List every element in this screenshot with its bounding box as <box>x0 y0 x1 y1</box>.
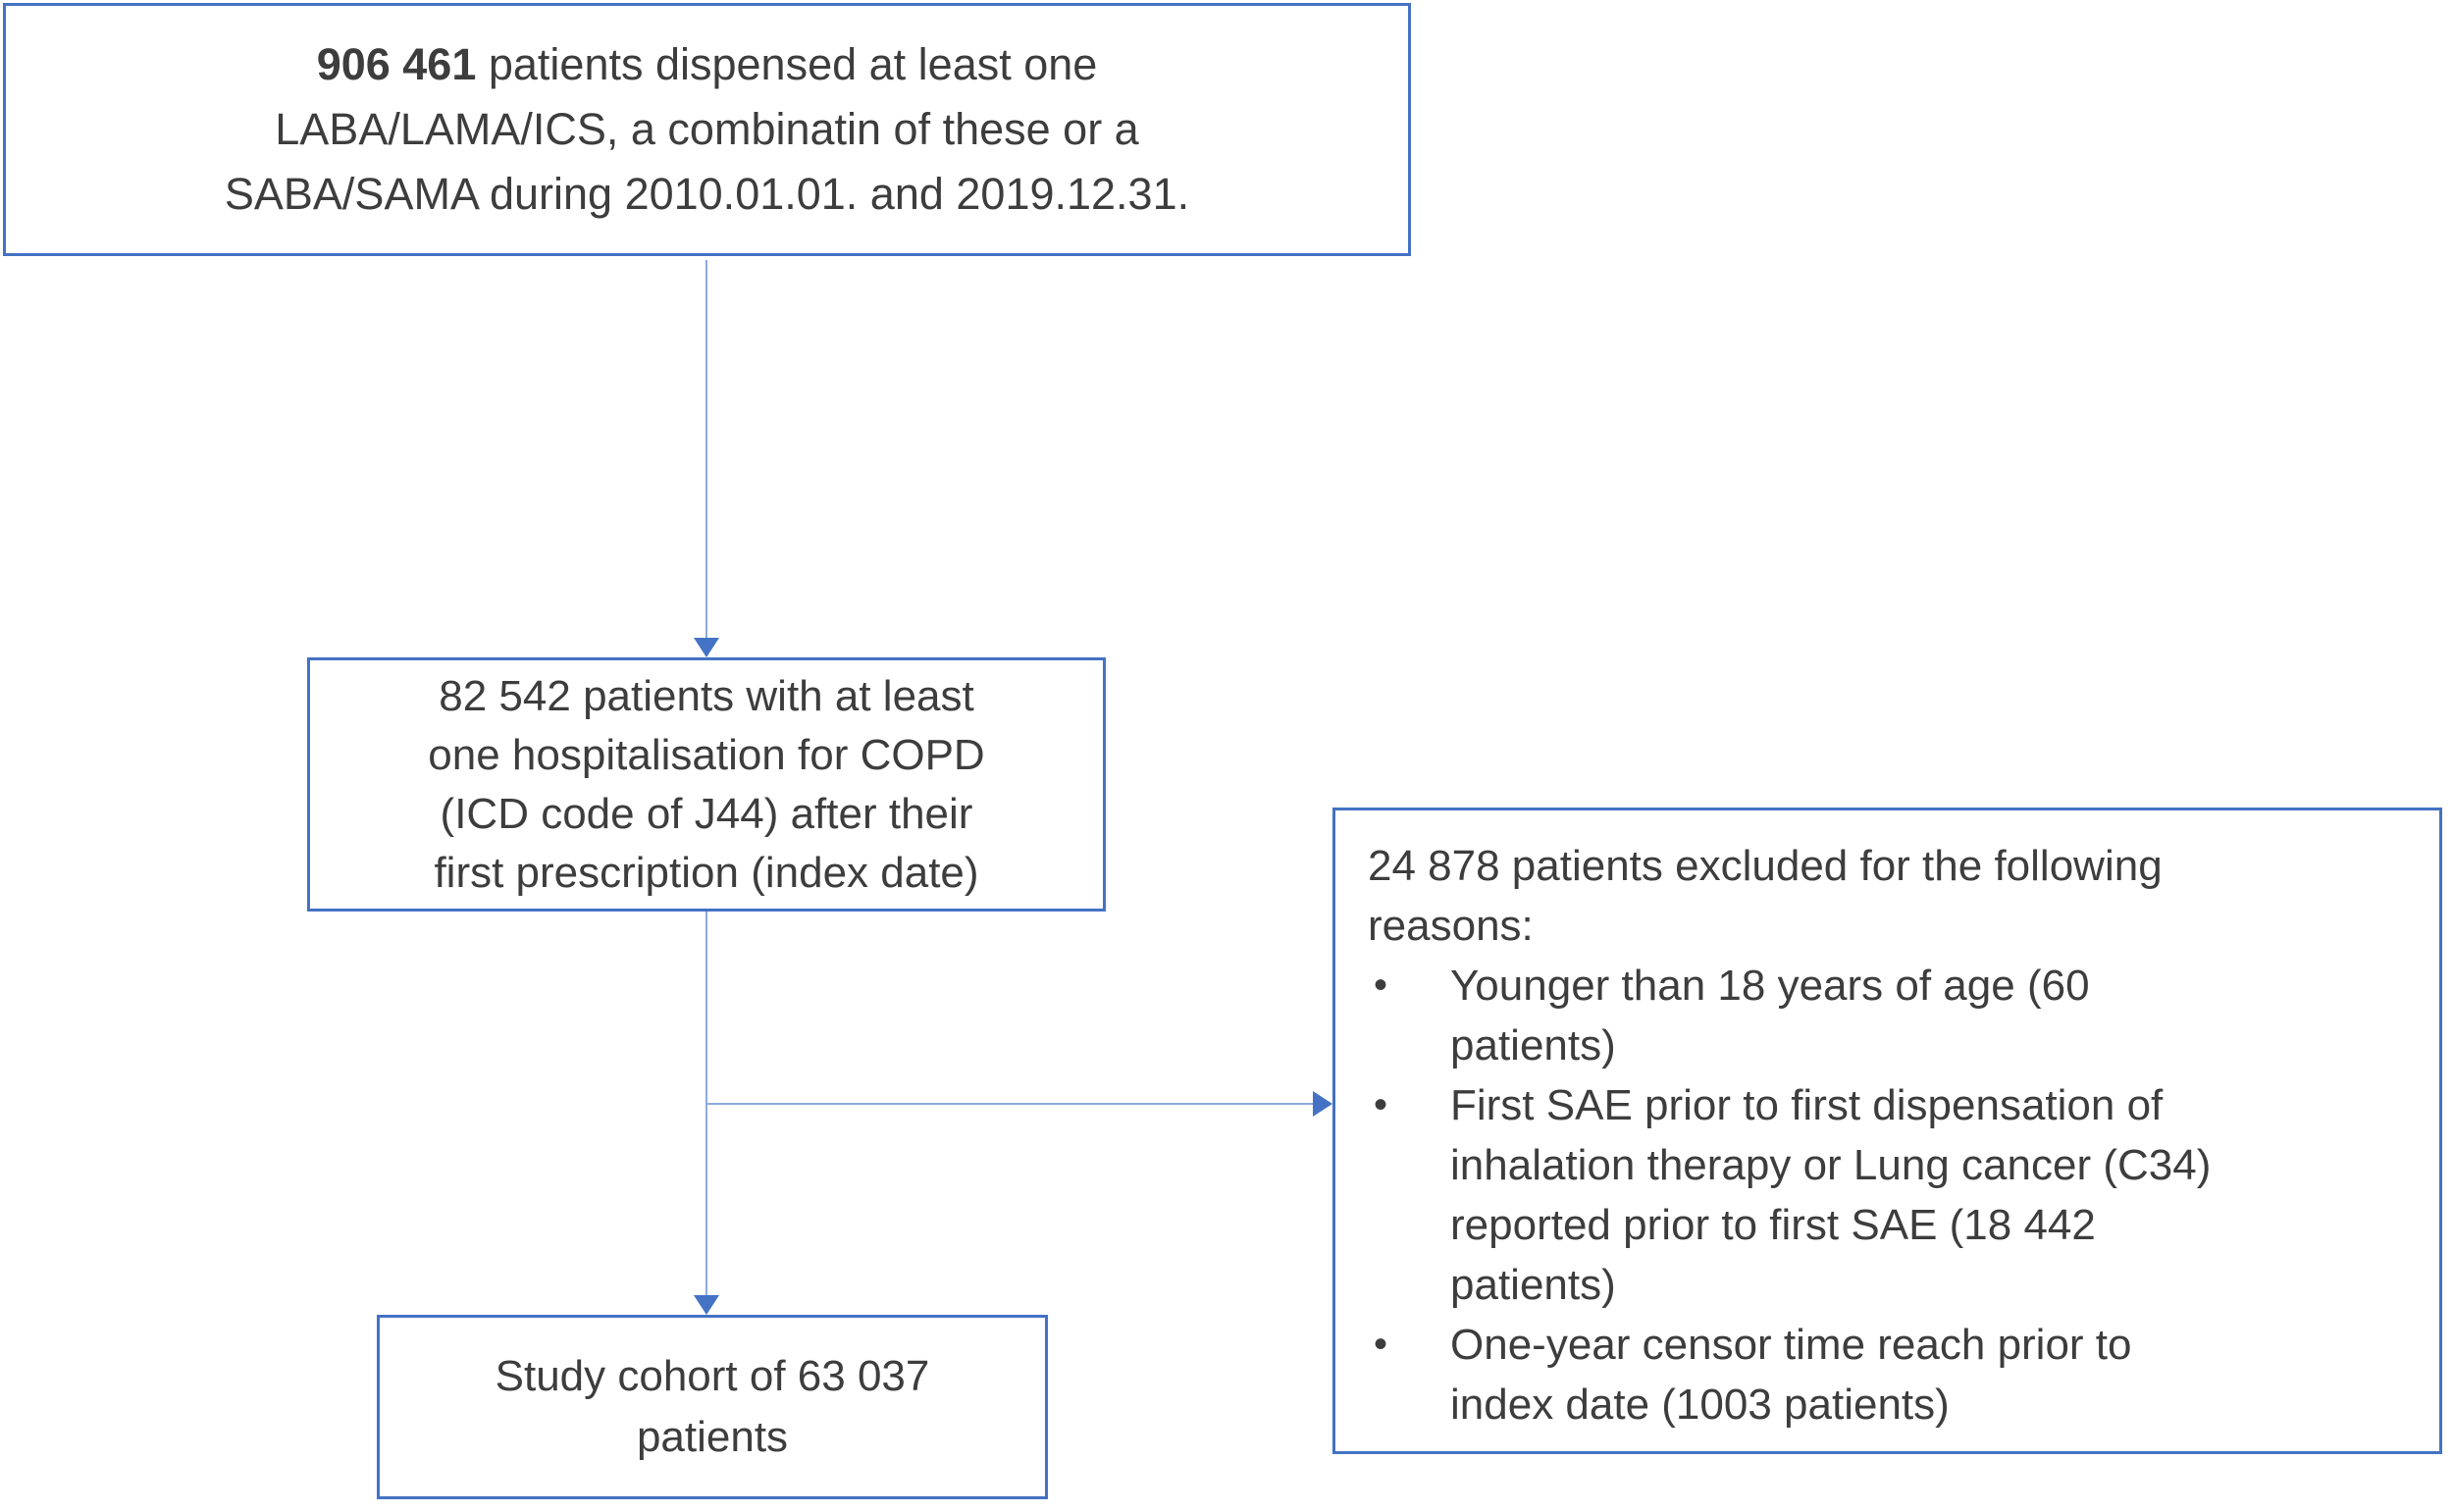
hospitalised-line3: (ICD code of J44) after their <box>440 789 973 838</box>
box-initial-population: 906 461 patients dispensed at least one … <box>3 3 1411 256</box>
initial-population-line1: 906 461 patients dispensed at least one <box>317 32 1098 97</box>
hospitalised-line4: first prescription (index date) <box>434 848 979 897</box>
arrowhead-right-icon <box>1313 1091 1332 1117</box>
cohort-line2: patients <box>636 1413 789 1461</box>
box-hospitalised-patients: 82 542 patients with at least one hospit… <box>307 657 1106 912</box>
excluded-bullet-text: First SAE prior to first dispensation of… <box>1450 1075 2414 1315</box>
excluded-bullet2-line2: inhalation therapy or Lung cancer (C34) <box>1450 1141 2212 1189</box>
excluded-intro-line2: reasons: <box>1368 902 1534 950</box>
initial-population-line1-rest: patients dispensed at least one <box>476 39 1098 89</box>
excluded-bullet2-line3: reported prior to first SAE (18 442 <box>1450 1201 2096 1249</box>
excluded-bullet2-line1: First SAE prior to first dispensation of <box>1450 1081 2164 1129</box>
excluded-bullet3-line1: One-year censor time reach prior to <box>1450 1321 2132 1369</box>
excluded-bullet-text: One-year censor time reach prior to inde… <box>1450 1315 2414 1434</box>
box-excluded-patients: 24 878 patients excluded for the followi… <box>1332 808 2442 1454</box>
excluded-bullet1-line1: Younger than 18 years of age (60 <box>1450 962 2090 1010</box>
excluded-bullet-item: • One-year censor time reach prior to in… <box>1368 1315 2414 1434</box>
excluded-bullet2-line4: patients) <box>1450 1261 1616 1309</box>
hospitalised-line1: 82 542 patients with at least <box>439 671 974 720</box>
initial-population-line2: LABA/LAMA/ICS, a combinatin of these or … <box>275 104 1139 154</box>
bullet-icon: • <box>1374 1083 1388 1126</box>
excluded-bullet-text: Younger than 18 years of age (60 patient… <box>1450 956 2414 1075</box>
excluded-bullet1-line2: patients) <box>1450 1021 1616 1069</box>
hospitalised-line2: one hospitalisation for COPD <box>428 730 985 779</box>
initial-population-line3: SABA/SAMA during 2010.01.01. and 2019.12… <box>224 169 1190 219</box>
excluded-bullet-item: • First SAE prior to first dispensation … <box>1368 1075 2414 1315</box>
excluded-bullet3-line2: index date (1003 patients) <box>1450 1381 1950 1429</box>
box-study-cohort: Study cohort of 63 037 patients <box>377 1315 1048 1499</box>
cohort-line1: Study cohort of 63 037 <box>495 1352 930 1400</box>
excluded-bullet-item: • Younger than 18 years of age (60 patie… <box>1368 956 2414 1075</box>
connector-branch-to-excluded <box>705 1103 1313 1105</box>
arrowhead-down-icon <box>694 1295 719 1315</box>
bullet-icon: • <box>1374 964 1388 1007</box>
excluded-intro-line1: 24 878 patients excluded for the followi… <box>1368 842 2163 890</box>
arrowhead-down-icon <box>694 638 719 657</box>
initial-population-count: 906 461 <box>316 39 477 89</box>
bullet-icon: • <box>1374 1323 1388 1366</box>
connector-initial-to-hospitalised <box>705 260 707 640</box>
